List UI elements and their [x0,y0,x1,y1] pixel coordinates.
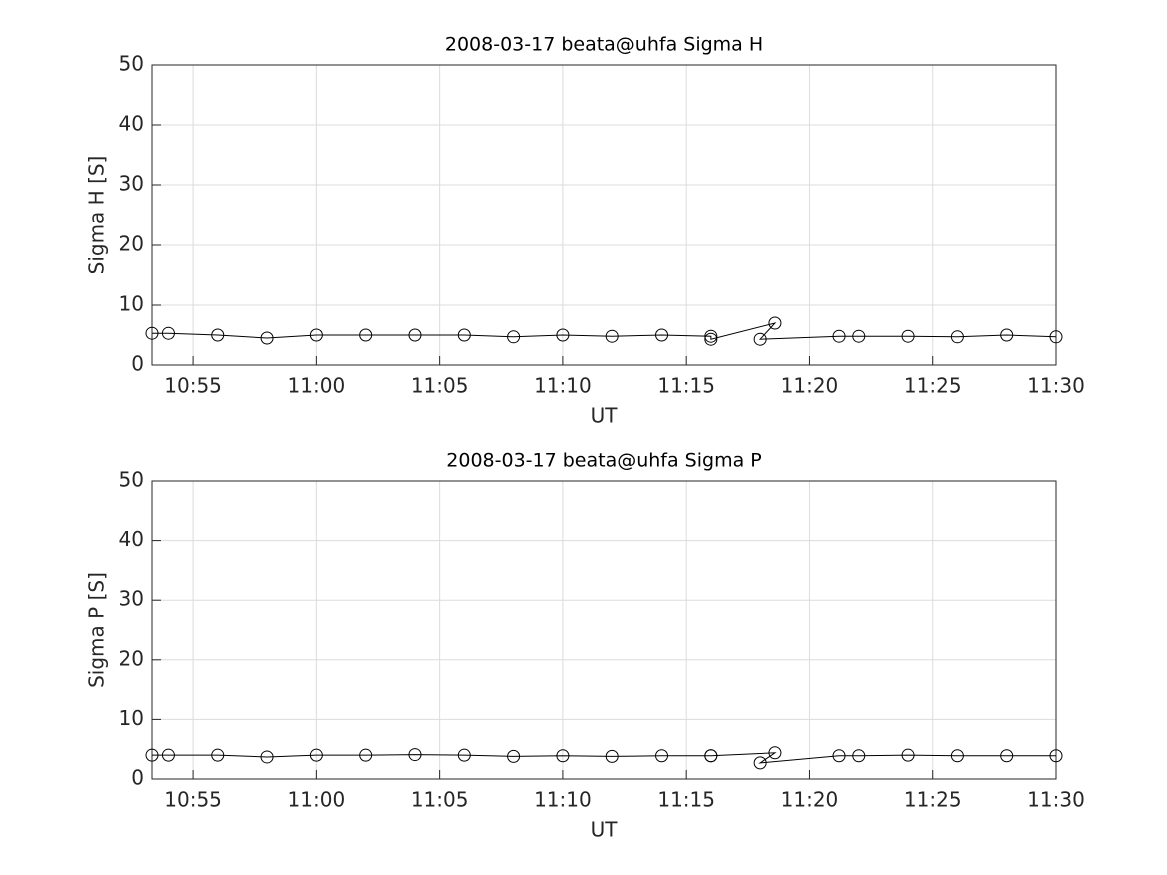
data-point [704,329,718,343]
data-point [768,316,782,330]
y-tick-label: 30 [119,172,144,196]
data-point [507,749,521,763]
x-tick-label: 10:55 [164,374,222,398]
y-tick-label: 30 [119,587,144,611]
data-point [161,748,175,762]
data-point [457,328,471,342]
data-point [145,748,159,762]
x-tick-label: 11:10 [534,374,592,398]
data-point [507,330,521,344]
x-tick-label: 11:25 [904,374,962,398]
x-tick-label: 11:10 [534,788,592,812]
y-tick-label: 40 [119,527,144,551]
axes-frame [151,480,1057,780]
chart-title: 2008-03-17 beata@uhfa Sigma P [446,450,761,472]
data-point [260,750,274,764]
data-point [655,328,669,342]
y-tick-label: 40 [119,112,144,136]
chart-title: 2008-03-17 beata@uhfa Sigma H [445,34,763,56]
y-tick-label: 0 [131,766,144,790]
data-point [211,328,225,342]
x-tick-label: 11:30 [1027,788,1085,812]
data-point [753,332,767,346]
data-point [901,329,915,343]
data-point [901,748,915,762]
plot-area [152,65,1056,365]
data-point [260,331,274,345]
data-point [1049,330,1063,344]
data-point [704,749,718,763]
series-line [152,752,1056,764]
data-point [605,749,619,763]
y-tick-label: 20 [119,232,144,256]
x-tick-label: 11:15 [657,374,715,398]
data-point [457,748,471,762]
y-tick-label: 0 [131,352,144,376]
x-tick-label: 11:25 [904,788,962,812]
data-point [161,326,175,340]
plot-area [152,481,1056,779]
x-tick-label: 11:05 [411,374,469,398]
data-point [704,332,718,346]
data-point [753,756,767,770]
x-tick-label: 11:20 [781,788,839,812]
x-tick-label: 10:55 [164,788,222,812]
data-point [211,748,225,762]
data-point [852,329,866,343]
data-point [1000,749,1014,763]
data-point [408,328,422,342]
x-tick-label: 11:20 [781,374,839,398]
y-tick-label: 50 [119,468,144,492]
data-point [605,329,619,343]
x-tick-label: 11:15 [657,788,715,812]
data-point [309,748,323,762]
y-tick-label: 10 [119,292,144,316]
data-point [768,746,782,760]
data-point [309,328,323,342]
data-point [556,749,570,763]
y-tick-label: 10 [119,706,144,730]
data-point [852,749,866,763]
data-point [1000,328,1014,342]
x-tick-label: 11:05 [411,788,469,812]
axes-frame [151,64,1057,366]
y-axis-label: Sigma P [S] [85,572,109,688]
y-axis-label: Sigma H [S] [85,156,109,275]
data-point [832,749,846,763]
y-tick-label: 50 [119,52,144,76]
x-tick-label: 11:30 [1027,374,1085,398]
data-point [950,749,964,763]
series-line [152,322,1057,340]
data-point [1049,749,1063,763]
y-tick-label: 20 [119,646,144,670]
data-point [145,326,159,340]
data-point [359,328,373,342]
x-axis-label: UT [591,404,619,428]
data-point [408,748,422,762]
data-point [655,749,669,763]
x-tick-label: 11:00 [288,788,346,812]
x-axis-label: UT [591,818,619,842]
data-point [832,329,846,343]
x-tick-label: 11:00 [288,374,346,398]
data-point [359,748,373,762]
data-point [556,328,570,342]
data-point [950,330,964,344]
